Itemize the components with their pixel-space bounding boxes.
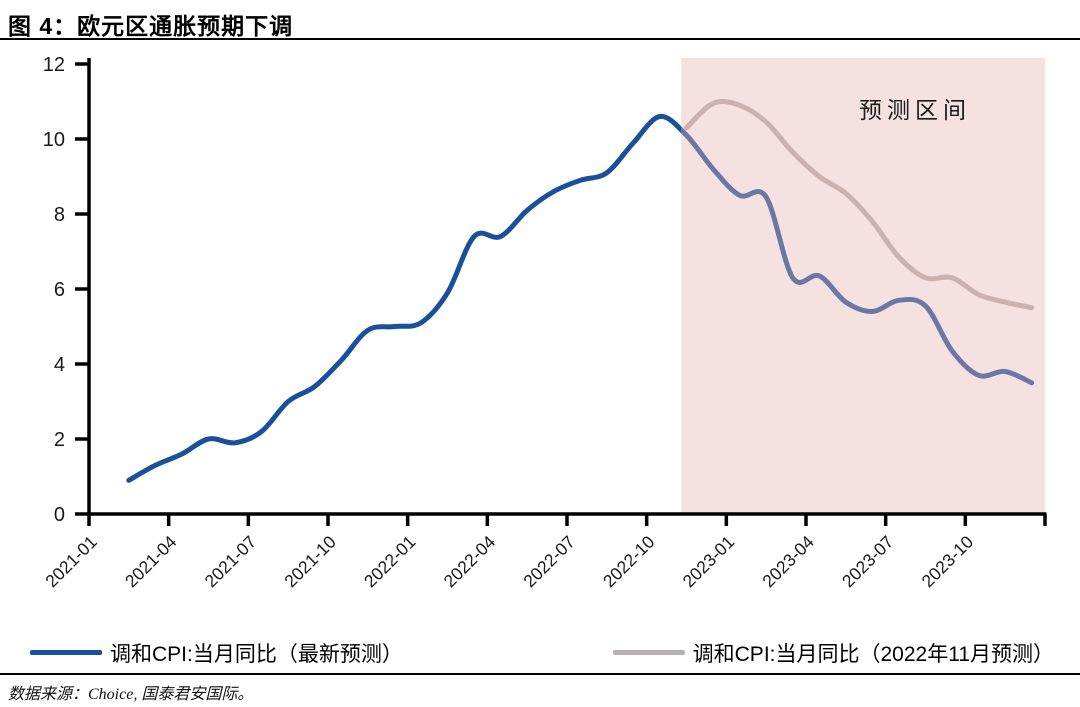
legend-item-latest-forecast: 调和CPI:当月同比（最新预测）	[30, 638, 403, 668]
chart-area: 0 2 4 6 8 10 12 2021-01 2021-04 2021-07 2021-10 202…	[0, 40, 1080, 632]
y-tick-label: 2	[54, 429, 65, 451]
legend-line-swatch-blue	[30, 650, 102, 655]
x-tick-label: 2023-04	[758, 532, 818, 592]
x-tick-label: 2023-01	[679, 532, 739, 592]
y-tick-label: 6	[54, 279, 65, 301]
legend-label-latest-forecast: 调和CPI:当月同比（最新预测）	[110, 642, 403, 666]
x-tick-label: 2022-04	[440, 532, 500, 592]
y-tick-label: 12	[43, 54, 65, 76]
legend-item-nov2022-forecast: 调和CPI:当月同比（2022年11月预测）	[612, 638, 1054, 668]
x-tick-label: 2021-10	[280, 532, 340, 592]
y-tick-label: 0	[54, 504, 65, 526]
x-tick-label: 2022-07	[519, 532, 579, 592]
series-line-nov2022-forecast	[684, 98, 1035, 311]
forecast-region	[681, 58, 1045, 514]
chart-title: 图 4：欧元区通胀预期下调	[0, 0, 1080, 40]
x-tick-label: 2023-10	[918, 532, 978, 592]
x-tick-label: 2023-07	[838, 532, 898, 592]
y-tick-label: 4	[54, 354, 65, 376]
data-source-note: 数据来源：Choice, 国泰君安国际。	[0, 673, 1080, 707]
y-tick-label: 8	[54, 204, 65, 226]
legend-label-nov2022-forecast: 调和CPI:当月同比（2022年11月预测）	[692, 642, 1054, 666]
line-chart: 0 2 4 6 8 10 12 2021-01 2021-04 2021-07 2021-10 202…	[41, 54, 1047, 592]
x-tick-label: 2021-04	[121, 532, 181, 592]
y-tick-label: 10	[43, 129, 65, 151]
series-line-latest-forecast	[126, 113, 1035, 483]
x-tick-label: 2022-01	[360, 532, 420, 592]
legend-line-swatch-gray	[612, 650, 685, 655]
x-tick-label: 2021-07	[201, 532, 261, 592]
plot-root: 0 2 4 6 8 10 12 2021-01 2021-04 2021-07 2021-10 202…	[41, 54, 1047, 592]
chart-legend: 调和CPI:当月同比（最新预测） 调和CPI:当月同比（2022年11月预测）	[0, 632, 1080, 673]
forecast-region-label: 预测区间	[859, 97, 971, 123]
x-tick-label: 2021-01	[41, 532, 101, 592]
x-tick-label: 2022-10	[599, 532, 659, 592]
